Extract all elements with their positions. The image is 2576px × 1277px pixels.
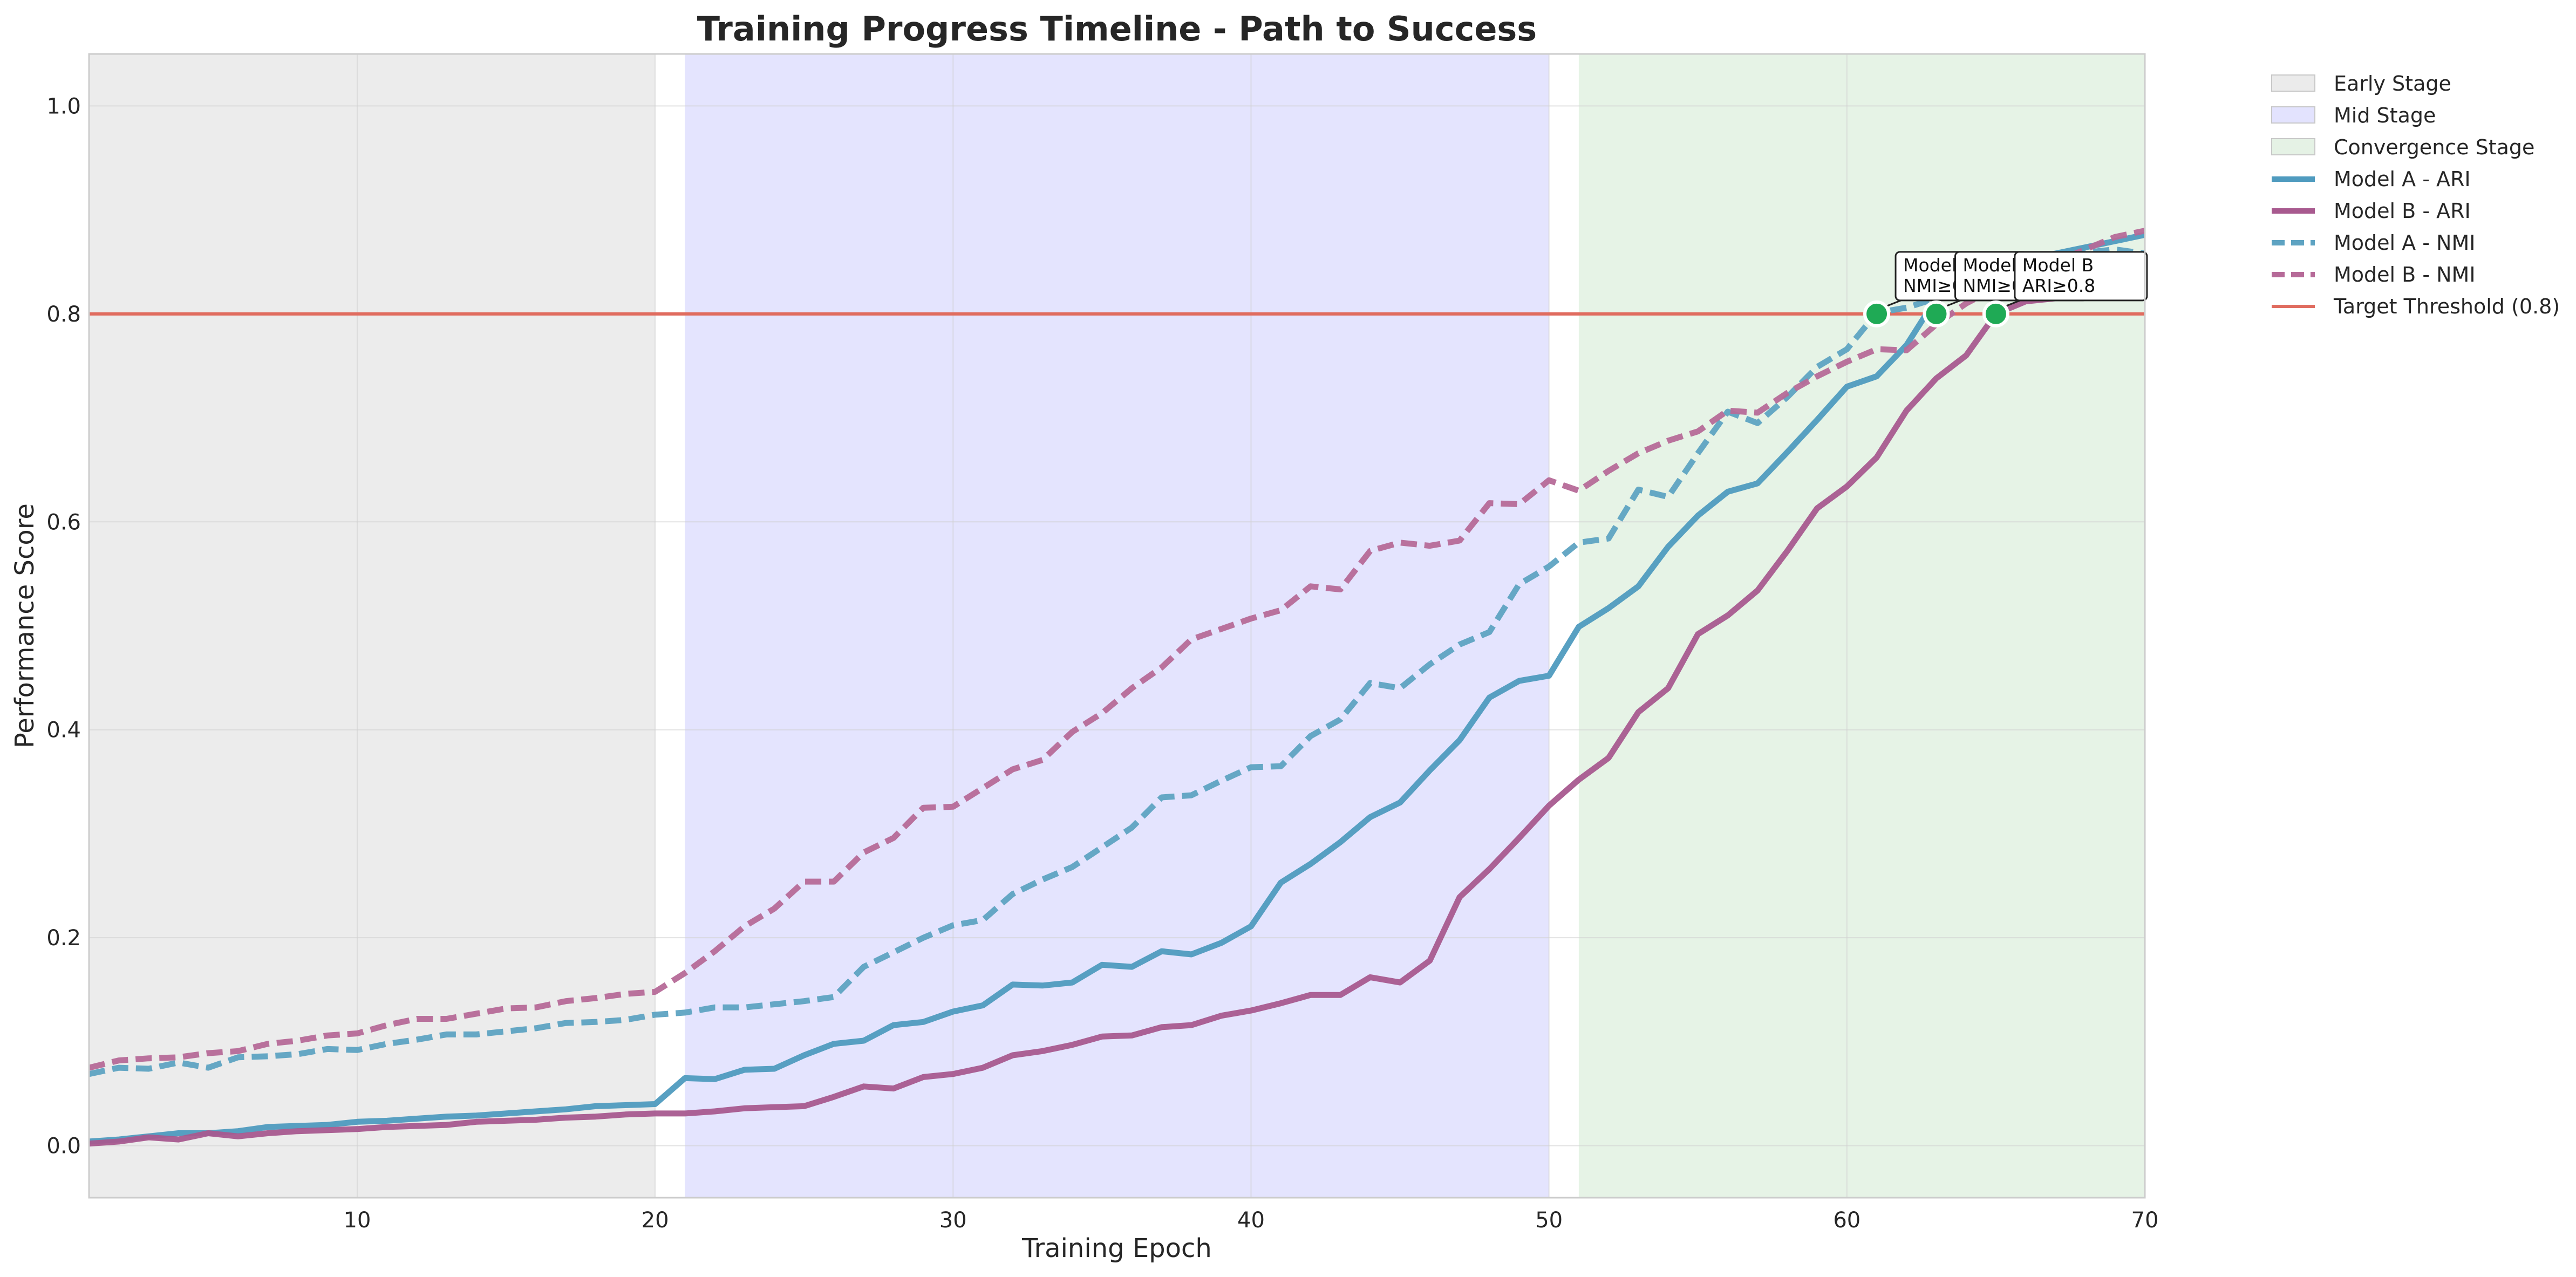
legend: Early Stage Mid Stage Convergence Stage Mod… (2271, 72, 2560, 318)
legend-item-convergence-stage: Convergence Stage (2271, 135, 2534, 159)
legend-item-early-stage: Early Stage (2271, 72, 2451, 95)
milestone-point (1863, 300, 1891, 327)
legend-label: Model B - NMI (2334, 263, 2476, 286)
y-axis-title: Performance Score (10, 503, 40, 748)
series-lines (89, 228, 2145, 1147)
x-tick-label: 60 (1833, 1208, 1861, 1233)
series-line-model-b-ari (89, 269, 2145, 1147)
x-tick-label: 70 (2131, 1208, 2159, 1233)
series-line-model-a-ari (89, 231, 2145, 1145)
legend-swatch (2271, 106, 2315, 124)
grid (89, 54, 2145, 1198)
milestone-label-line: Model B (2022, 255, 2094, 276)
legend-label: Model A - ARI (2334, 167, 2471, 191)
x-axis-title: Training Epoch (1021, 1233, 1212, 1264)
legend-label: Model A - NMI (2334, 231, 2475, 255)
stage-band-convergence-stage (1578, 54, 2145, 1198)
y-tick-label: 0.4 (46, 718, 81, 743)
y-tick-label: 0.0 (46, 1134, 81, 1159)
y-tick-label: 1.0 (46, 94, 81, 119)
series-line-model-b-nmi (89, 228, 2145, 1071)
y-tick-label: 0.8 (46, 302, 81, 327)
legend-item-model-b-ari: Model B - ARI (2272, 199, 2471, 223)
y-ticks: 0.0 0.2 0.4 0.6 0.8 1.0 (46, 94, 81, 1158)
milestone-label-line: ARI≥0.8 (2022, 275, 2095, 296)
chart-title: Training Progress Timeline - Path to Suc… (697, 9, 1537, 49)
milestone-point (1923, 300, 1950, 327)
x-ticks: 10 20 30 40 50 60 70 (344, 1208, 2159, 1233)
milestone-label-box (2014, 251, 2148, 302)
legend-item-model-b-nmi: Model B - NMI (2272, 263, 2476, 286)
y-tick-label: 0.2 (46, 926, 81, 951)
stage-bands (89, 54, 2145, 1198)
legend-label: Convergence Stage (2334, 135, 2534, 159)
legend-label: Early Stage (2334, 72, 2451, 95)
legend-label: Mid Stage (2334, 104, 2436, 127)
legend-item-model-a-ari: Model A - ARI (2272, 167, 2471, 191)
x-tick-label: 30 (939, 1208, 967, 1233)
milestone-point (1982, 300, 2009, 327)
legend-item-mid-stage: Mid Stage (2271, 104, 2436, 127)
legend-swatch (2271, 74, 2315, 92)
plot-frame (88, 53, 2146, 1199)
x-tick-label: 40 (1237, 1208, 1265, 1233)
legend-label: Model B - ARI (2334, 199, 2471, 223)
y-tick-label: 0.6 (46, 510, 81, 535)
x-tick-label: 50 (1535, 1208, 1563, 1233)
legend-item-model-a-nmi: Model A - NMI (2272, 231, 2475, 255)
x-tick-label: 10 (344, 1208, 371, 1233)
stage-band-mid-stage (685, 54, 1549, 1198)
legend-swatch (2271, 138, 2315, 155)
stage-band-early-stage (89, 54, 656, 1198)
x-tick-label: 20 (642, 1208, 669, 1233)
legend-item-target-threshold: Target Threshold (0.8) (2272, 295, 2560, 318)
legend-label: Target Threshold (0.8) (2333, 295, 2560, 318)
